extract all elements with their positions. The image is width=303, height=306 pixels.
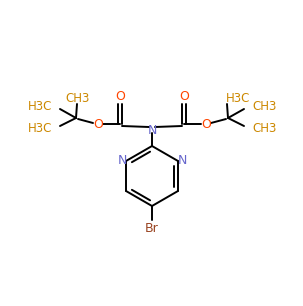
- Text: CH3: CH3: [66, 91, 90, 105]
- Text: O: O: [179, 89, 189, 103]
- Text: H3C: H3C: [226, 91, 250, 105]
- Text: H3C: H3C: [28, 121, 52, 135]
- Text: O: O: [115, 89, 125, 103]
- Text: N: N: [147, 124, 157, 136]
- Text: H3C: H3C: [28, 99, 52, 113]
- Text: CH3: CH3: [252, 99, 276, 113]
- Text: Br: Br: [145, 222, 159, 234]
- Text: O: O: [201, 118, 211, 130]
- Text: N: N: [177, 154, 187, 166]
- Text: O: O: [93, 118, 103, 130]
- Text: CH3: CH3: [252, 121, 276, 135]
- Text: N: N: [117, 154, 127, 166]
